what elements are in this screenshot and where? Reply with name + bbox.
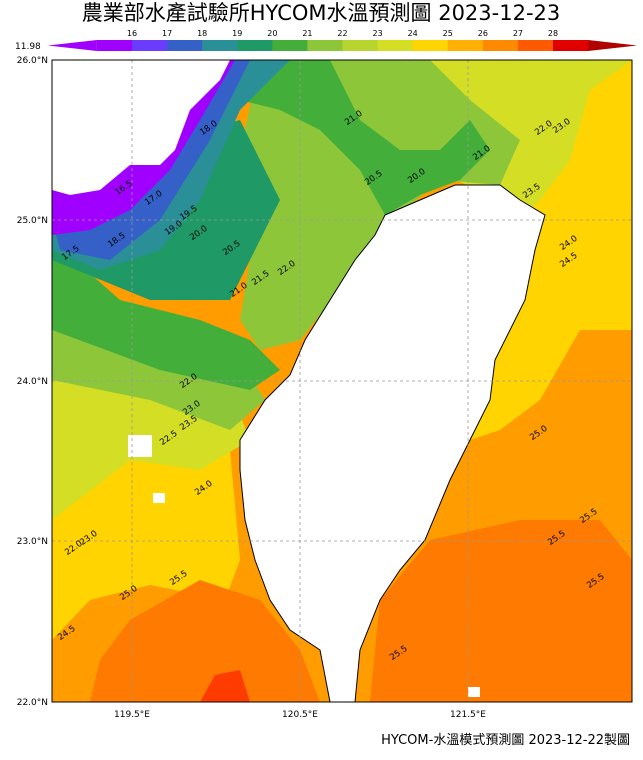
colorbar-tick-label: 22: [337, 29, 347, 38]
colorbar-min-label: 11.98: [15, 42, 41, 52]
colorbar-tick-label: 18: [197, 29, 207, 38]
colorbar-segment: [447, 40, 484, 51]
colorbar-segment: [272, 40, 308, 51]
colorbar-segment: [96, 40, 133, 51]
latitude-label: 26.0°N: [17, 56, 48, 66]
longitude-label: 120.5°E: [282, 710, 318, 720]
graticule: [52, 60, 632, 702]
colorbar-segment: [412, 40, 449, 51]
colorbar-tick-label: 25: [443, 29, 453, 38]
colorbar-high-arrow: [588, 40, 638, 51]
colorbar-segment: [377, 40, 414, 51]
title: 農業部水產試驗所HYCOM水溫預測圖 2023-12-23: [82, 1, 561, 25]
latitude-label: 22.0°N: [17, 698, 48, 708]
colorbar-segment: [342, 40, 379, 51]
colorbar-segment: [167, 40, 203, 51]
colorbar-segment: [553, 40, 589, 51]
colorbar-segment: [132, 40, 168, 51]
colorbar-tick-label: 24: [408, 29, 418, 38]
colorbar-tick-label: 23: [372, 29, 382, 38]
latitude-label: 23.0°N: [17, 537, 48, 547]
colorbar-tick-label: 28: [548, 29, 558, 38]
longitude-label: 119.5°E: [114, 710, 150, 720]
sst-field: [52, 60, 632, 702]
colorbar-segment: [237, 40, 273, 51]
colorbar-tick-label: 19: [232, 29, 242, 38]
footer: HYCOM-水溫模式預測圖 2023-12-22製圖: [381, 733, 630, 748]
colorbar-tick-label: 26: [478, 29, 488, 38]
colorbar-segment: [202, 40, 238, 51]
colorbar-tick-label: 16: [127, 29, 137, 38]
colorbar-tick-label: 21: [302, 29, 312, 38]
colorbar-segment: [307, 40, 343, 51]
longitude-label: 121.5°E: [450, 710, 486, 720]
colorbar-tick-label: 27: [513, 29, 523, 38]
colorbar-low-arrow: [47, 40, 97, 51]
colorbar-segment: [517, 40, 554, 51]
map-frame: [51, 59, 633, 703]
colorbar-tick-label: 17: [162, 29, 172, 38]
latitude-label: 24.0°N: [17, 377, 48, 387]
colorbar-segment: [482, 40, 519, 51]
latitude-label: 25.0°N: [17, 216, 48, 226]
colorbar-tick-label: 20: [267, 29, 277, 38]
